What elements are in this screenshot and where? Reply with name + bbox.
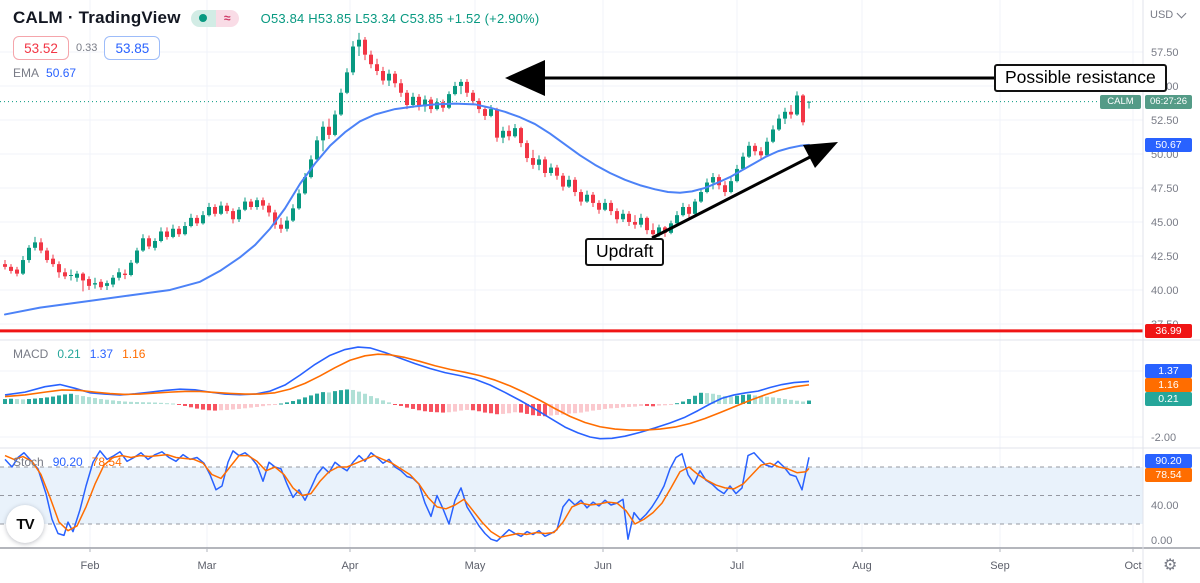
- updraft-callout[interactable]: Updraft: [585, 238, 665, 266]
- macd-signal-line: [4, 353, 810, 431]
- currency-label: USD: [1150, 9, 1174, 21]
- trade-buttons: 53.52 0.33 53.85: [13, 36, 161, 60]
- tradingview-logo[interactable]: TV: [6, 505, 44, 543]
- ohlc-readout: O53.84 H53.85 L53.34 C53.85 +1.52 (+2.90…: [260, 10, 540, 26]
- svg-text:Aug: Aug: [852, 560, 872, 572]
- svg-text:-2.00: -2.00: [1151, 432, 1176, 444]
- ema-value: 50.67: [46, 66, 77, 80]
- ema-legend[interactable]: EMA 50.67: [13, 66, 76, 80]
- buy-button[interactable]: 53.85: [104, 36, 161, 60]
- svg-text:Mar: Mar: [198, 560, 217, 572]
- svg-text:45.00: 45.00: [1151, 217, 1179, 229]
- symbol-axis-badge: CALM: [1100, 94, 1141, 109]
- svg-text:0.00: 0.00: [1151, 535, 1172, 547]
- stoch-k-value: 90.20: [52, 455, 83, 469]
- currency-dropdown[interactable]: USD: [1150, 8, 1187, 21]
- stoch-band: [0, 466, 1143, 525]
- chevron-down-icon: [1176, 8, 1187, 19]
- ema-label: EMA: [13, 66, 40, 80]
- svg-text:Sep: Sep: [990, 560, 1010, 572]
- svg-text:Oct: Oct: [1124, 560, 1141, 572]
- svg-text:Jun: Jun: [594, 560, 612, 572]
- stoch-value-badge: 90.20: [1145, 454, 1192, 468]
- macd-line: [4, 346, 810, 440]
- svg-text:Jul: Jul: [730, 560, 744, 572]
- market-status-pill[interactable]: ≈: [190, 9, 239, 27]
- macd-signal-value: 1.16: [122, 347, 146, 361]
- time-axis-labels[interactable]: Feb Mar Apr May Jun Jul Aug Sep Oct: [81, 560, 1142, 572]
- stoch-legend[interactable]: Stoch 90.20 78.54: [13, 455, 122, 469]
- svg-text:Apr: Apr: [341, 560, 358, 572]
- gridlines: [0, 0, 1143, 548]
- delayed-data-icon: ≈: [215, 9, 239, 27]
- spread-value: 0.33: [76, 42, 98, 54]
- svg-text:47.50: 47.50: [1151, 183, 1179, 195]
- svg-text:May: May: [465, 560, 486, 572]
- macd-value-badge: 0.21: [1145, 392, 1192, 406]
- svg-text:40.00: 40.00: [1151, 500, 1179, 512]
- macd-histogram: [3, 389, 811, 417]
- stoch-d-value: 78.54: [91, 455, 122, 469]
- symbol-legend: CALM · TradingView ≈ O53.84 H53.85 L53.3…: [13, 8, 539, 28]
- svg-text:42.50: 42.50: [1151, 251, 1179, 263]
- svg-text:57.50: 57.50: [1151, 47, 1179, 59]
- settings-gear-icon[interactable]: ⚙: [1163, 557, 1178, 574]
- resistance-callout[interactable]: Possible resistance: [994, 64, 1167, 92]
- annotation-arrows[interactable]: [505, 60, 994, 240]
- macd-legend[interactable]: MACD 0.21 1.37 1.16: [13, 347, 145, 361]
- svg-text:Feb: Feb: [81, 560, 100, 572]
- symbol-title[interactable]: CALM · TradingView: [13, 8, 181, 27]
- stoch-label: Stoch: [13, 455, 44, 469]
- macd-label: MACD: [13, 347, 49, 361]
- svg-text:50.00: 50.00: [1151, 149, 1179, 161]
- sell-button[interactable]: 53.52: [13, 36, 69, 60]
- hline-price-badge: 36.99: [1145, 323, 1192, 338]
- candles: [3, 32, 811, 292]
- svg-text:40.00: 40.00: [1151, 285, 1179, 297]
- stoch-value-badge: 78.54: [1145, 468, 1192, 482]
- macd-value-badge: 1.37: [1145, 364, 1192, 378]
- bar-countdown-badge: 06:27:26: [1145, 94, 1192, 109]
- macd-value-badge: 1.16: [1145, 378, 1192, 392]
- market-open-dot-icon: [190, 9, 216, 27]
- stoch-d-line: [4, 453, 810, 539]
- ema-line: [4, 102, 810, 316]
- macd-hist-value: 0.21: [57, 347, 81, 361]
- svg-text:52.50: 52.50: [1151, 115, 1179, 127]
- ema-price-badge: 50.67: [1145, 137, 1192, 152]
- macd-line-value: 1.37: [89, 347, 114, 361]
